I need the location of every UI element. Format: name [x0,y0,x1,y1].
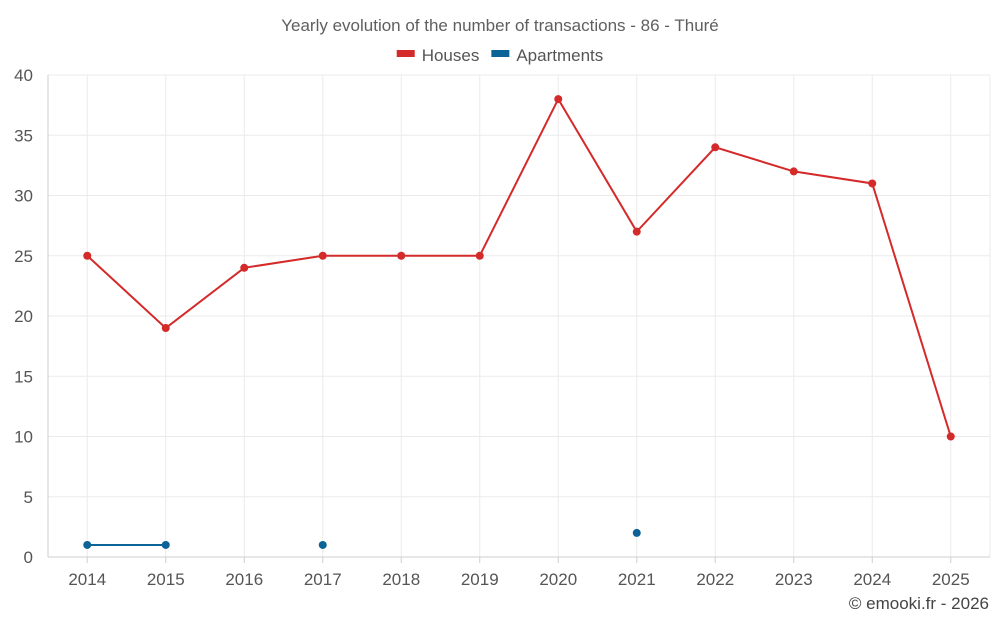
data-point[interactable] [475,251,484,260]
x-tick-label: 2023 [775,570,813,589]
data-point[interactable] [161,540,170,549]
legend-label: Houses [422,46,480,65]
data-point[interactable] [554,95,563,104]
x-tick-label: 2017 [304,570,342,589]
data-point[interactable] [83,251,92,260]
data-point[interactable] [83,540,92,549]
y-tick-label: 5 [24,488,33,507]
legend-swatch [396,50,415,57]
x-tick-label: 2022 [696,570,734,589]
x-tick-label: 2014 [68,570,106,589]
x-tick-label: 2016 [225,570,263,589]
data-point[interactable] [161,324,170,333]
x-tick-label: 2019 [461,570,499,589]
legend-label: Apartments [516,46,603,65]
y-axis: 0 5 10 15 20 25 30 35 40 [14,66,33,567]
data-point[interactable] [632,528,641,537]
x-tick-label: 2020 [539,570,577,589]
y-tick-label: 25 [14,247,33,266]
x-tick-label: 2021 [618,570,656,589]
legend-swatch [491,50,510,57]
data-point[interactable] [868,179,877,188]
y-tick-label: 10 [14,428,33,447]
data-point[interactable] [240,263,249,272]
series-houses [83,95,955,441]
y-tick-label: 0 [24,548,33,567]
data-point[interactable] [632,227,641,236]
x-axis: 2014 2015 2016 2017 2018 2019 2020 2021 2022 2023… [68,557,970,589]
y-tick-label: 20 [14,307,33,326]
y-tick-label: 15 [14,367,33,386]
data-point[interactable] [711,143,720,152]
legend-item-apartments[interactable]: Apartments [491,46,603,65]
series-layer [83,95,955,549]
chart-title: Yearly evolution of the number of transa… [281,16,719,35]
x-tick-label: 2024 [853,570,891,589]
legend: Houses Apartments [396,46,603,65]
data-point[interactable] [789,167,798,176]
series-apartments [83,528,641,549]
x-tick-label: 2018 [382,570,420,589]
y-tick-label: 30 [14,187,33,206]
y-tick-label: 40 [14,66,33,85]
data-point[interactable] [318,251,327,260]
x-tick-label: 2015 [147,570,185,589]
data-point[interactable] [946,432,955,441]
legend-item-houses[interactable]: Houses [396,46,480,65]
credit: © emooki.fr - 2026 [849,594,989,613]
data-point[interactable] [397,251,406,260]
data-point[interactable] [318,540,327,549]
series-line [86,97,952,437]
x-tick-label: 2025 [932,570,970,589]
y-tick-label: 35 [14,126,33,145]
grid [47,74,991,558]
